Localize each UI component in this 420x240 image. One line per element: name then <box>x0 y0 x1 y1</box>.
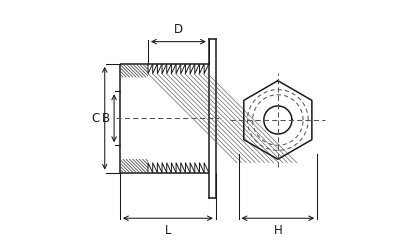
Text: B: B <box>102 112 110 125</box>
Text: C: C <box>91 112 100 125</box>
Text: H: H <box>273 224 282 237</box>
Text: D: D <box>174 24 183 36</box>
Text: L: L <box>165 224 171 237</box>
